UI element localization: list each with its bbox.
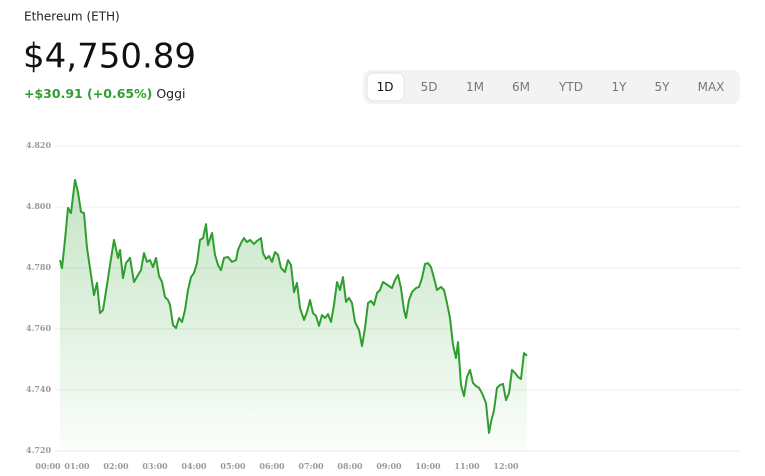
y-tick-label: 4.820 — [26, 140, 51, 150]
tab-selected-bg — [366, 72, 405, 102]
x-tick-label: 09:00 — [376, 461, 402, 471]
x-tick-label: 01:00 — [64, 461, 90, 471]
tab[interactable]: 5Y — [655, 80, 671, 94]
tab[interactable]: MAX — [698, 80, 725, 94]
tab[interactable]: 5D — [421, 80, 438, 94]
x-tick-label: 11:00 — [454, 461, 480, 471]
y-tick-label: 4.740 — [26, 384, 51, 394]
tab-bar — [363, 70, 740, 104]
asset-title: Ethereum (ETH) — [24, 10, 120, 24]
area — [60, 179, 527, 451]
y-tick-label: 4.720 — [26, 445, 51, 455]
tabs: 1D 5D 1M 6M YTD 1Y 5Y MAX — [366, 72, 725, 102]
x-tick-label: 03:00 — [142, 461, 168, 471]
tab[interactable]: 1Y — [612, 80, 628, 94]
x-tick-label: 12:00 — [493, 461, 519, 471]
y-tick-label: 4.800 — [26, 201, 51, 211]
x-tick-label: 08:00 — [337, 461, 363, 471]
tab[interactable]: 1M — [466, 80, 484, 94]
x-tick-label: 06:00 — [259, 461, 285, 471]
y-tick-label: 4.760 — [26, 323, 51, 333]
x-tick-label: 07:00 — [298, 461, 324, 471]
x-tick-label: 00:00 — [35, 461, 61, 471]
change-line: +$30.91 (+0.65%) Oggi — [24, 86, 186, 101]
x-tick-label: 10:00 — [415, 461, 441, 471]
tab[interactable]: YTD — [558, 80, 583, 94]
price-line — [59, 178, 528, 434]
x-tick-label: 05:00 — [220, 461, 246, 471]
x-tick-label: 04:00 — [181, 461, 207, 471]
period: Oggi — [156, 86, 185, 101]
plot: 4.720 4.740 4.760 4.780 4.800 4.820 00:00 01:00… — [26, 140, 740, 471]
price: $4,750.89 — [23, 37, 196, 77]
y-tick-label: 4.780 — [26, 262, 51, 272]
tab[interactable]: 1D — [377, 80, 394, 94]
tab[interactable]: 6M — [512, 80, 530, 94]
x-tick-label: 02:00 — [103, 461, 129, 471]
change: +$30.91 (+0.65%) — [24, 86, 152, 101]
